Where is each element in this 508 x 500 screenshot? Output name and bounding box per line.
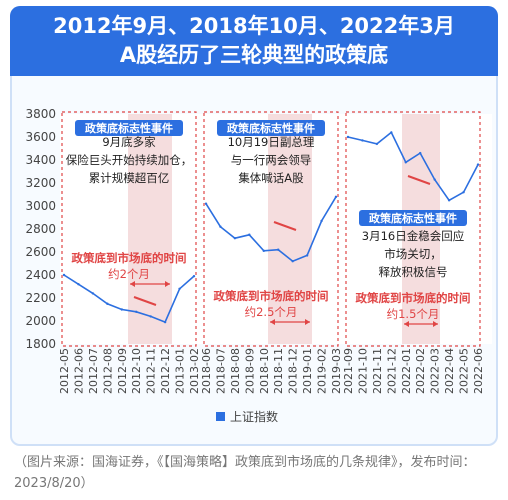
y-tick-label: 2600 [25, 245, 56, 259]
title-banner: 2012年9月、2018年10月、2022年3月 A股经历了三轮典型的政策底 [10, 6, 498, 76]
y-tick-label: 2000 [25, 314, 56, 328]
panel-border [61, 111, 197, 347]
series-line [205, 196, 337, 263]
event-badge-label: 政策底标志性事件 [227, 121, 315, 135]
gap-arrow-head-right [165, 281, 170, 287]
series-line [347, 131, 479, 202]
title-line-1: 2012年9月、2018年10月、2022年3月 [53, 14, 455, 38]
source-caption: （图片来源：国海证券，《【国海策略】政策底到市场底的几条规律》，发布时间：202… [14, 455, 476, 491]
x-tick-label: 2012-08 [101, 348, 114, 394]
event-text-line: 10月19日副总理 [228, 135, 315, 149]
x-tick-label: 2013-02 [188, 348, 201, 394]
title-line-2: A股经历了三轮典型的政策底 [119, 43, 389, 67]
x-tick-label: 2019-03 [330, 348, 343, 394]
x-tick-label: 2012-10 [130, 348, 143, 394]
event-text-line: 保险巨头开始持续加仓， [66, 153, 193, 167]
x-tick-label: 2018-08 [229, 348, 242, 394]
x-tick-label: 2022-02 [414, 348, 427, 394]
event-text-line: 市场关切， [384, 247, 442, 261]
gap-value: 约2.5个月 [245, 305, 298, 319]
event-text-line: 3月16日金稳会回应 [362, 229, 464, 243]
x-tick-label: 2018-11 [272, 348, 285, 394]
gap-label: 政策底到市场底的时间 [214, 289, 329, 303]
y-tick-label: 3400 [25, 153, 56, 167]
trend-arrow [407, 175, 431, 185]
legend-swatch [216, 412, 225, 421]
y-tick-label: 3200 [25, 176, 56, 190]
gap-band [268, 114, 312, 344]
x-tick-label: 2012-12 [159, 348, 172, 394]
y-tick-label: 3000 [25, 199, 56, 213]
gap-value: 约1.5个月 [387, 307, 440, 321]
x-tick-label: 2022-04 [443, 348, 456, 394]
x-tick-label: 2018-07 [214, 348, 227, 394]
gap-label: 政策底到市场底的时间 [72, 251, 187, 265]
x-tick-label: 2022-06 [472, 348, 485, 394]
x-tick-label: 2019-01 [301, 348, 314, 394]
chart-svg: 1800 2000 2200 2400 2600 2800 3000 3200 3400 3600… [25, 107, 485, 424]
event-badge-label: 政策底标志性事件 [85, 121, 173, 135]
x-tick-label: 2021-12 [385, 348, 398, 394]
x-tick-label: 2013-01 [174, 348, 187, 394]
panel-border [203, 111, 339, 347]
x-tick-label: 2012-07 [87, 348, 100, 394]
y-tick-label: 3600 [25, 130, 56, 144]
y-tick-label: 3800 [25, 107, 56, 121]
event-text-line: 与一行两会领导 [231, 153, 312, 167]
trend-arrow [133, 296, 157, 306]
gap-arrow-head-right [433, 321, 438, 327]
x-tick-label: 2021-09 [342, 348, 355, 394]
x-tick-label: 2018-10 [258, 348, 271, 394]
x-tick-label: 2012-06 [72, 348, 85, 394]
gap-arrow-head-left [404, 321, 409, 327]
x-tick-label: 2018-06 [200, 348, 213, 394]
x-tick-label: 2012-09 [116, 348, 129, 394]
x-tick-label: 2022-03 [429, 348, 442, 394]
event-text-line: 累计规模超百亿 [89, 171, 170, 185]
y-tick-label: 1800 [25, 337, 56, 351]
y-tick-label: 2800 [25, 222, 56, 236]
event-badge [75, 120, 183, 136]
series-line [63, 274, 195, 324]
x-tick-label: 2012-05 [58, 348, 71, 394]
y-tick-label: 2400 [25, 268, 56, 282]
x-tick-label: 2021-10 [356, 348, 369, 394]
trend-arrow [273, 221, 297, 231]
x-tick-label: 2019-02 [316, 348, 329, 394]
event-badge [217, 120, 325, 136]
gap-band [128, 114, 172, 344]
x-tick-label: 2012-11 [145, 348, 158, 394]
gap-value: 约2个月 [108, 267, 150, 281]
event-text-line: 9月底多家 [102, 135, 156, 149]
x-tick-label: 2021-11 [371, 348, 384, 394]
x-tick-label: 2022-01 [400, 348, 413, 394]
gap-arrow-head-left [130, 281, 135, 287]
event-text-line: 集体喊话A股 [238, 171, 304, 185]
gap-arrow-head-left [270, 319, 275, 325]
legend-label: 上证指数 [230, 409, 278, 424]
y-tick-label: 2200 [25, 291, 56, 305]
gap-arrow-head-right [305, 319, 310, 325]
event-badge [359, 210, 467, 226]
event-text-line: 释放积极信号 [379, 265, 448, 279]
panel-border [345, 111, 481, 347]
gap-label: 政策底到市场底的时间 [356, 291, 471, 305]
x-tick-label: 2018-09 [243, 348, 256, 394]
x-tick-label: 2018-12 [287, 348, 300, 394]
x-tick-label: 2022-05 [458, 348, 471, 394]
event-badge-label: 政策底标志性事件 [369, 211, 457, 225]
